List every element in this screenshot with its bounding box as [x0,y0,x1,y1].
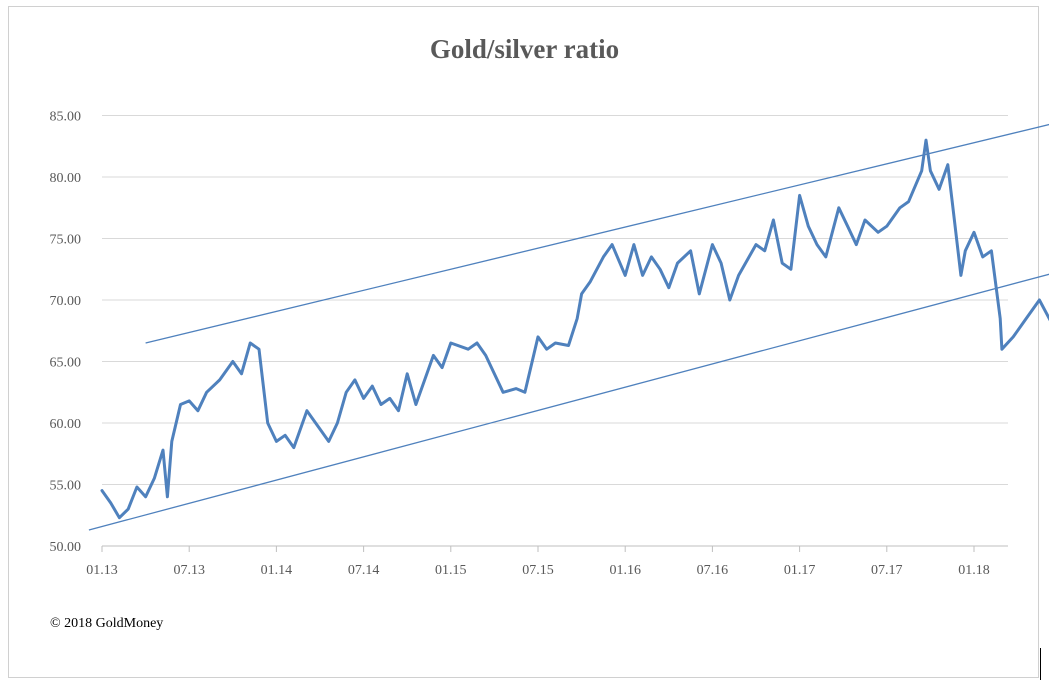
x-tick-label: 07.15 [522,563,554,578]
trend-line-lower [88,273,1049,531]
y-tick-label: 80.00 [50,171,82,186]
trend-channel-lines [88,123,1049,531]
series-line-gold-silver-ratio [100,138,1049,520]
y-tick-label: 75.00 [50,233,82,248]
series-lines [100,138,1049,520]
grid-lines [102,115,1008,485]
x-tick-label: 01.15 [435,563,467,578]
y-tick-label: 50.00 [50,540,82,555]
x-tick-label: 07.17 [871,563,903,578]
y-tick-label: 55.00 [50,479,82,494]
edge-mark [1040,648,1041,680]
x-tick-label: 01.16 [609,563,641,578]
x-tick-label: 01.18 [958,563,990,578]
y-tick-label: 65.00 [50,356,82,371]
y-tick-label: 60.00 [50,417,82,432]
x-tick-label: 01.14 [261,563,293,578]
x-tick-label: 07.16 [697,563,729,578]
y-tick-label: 85.00 [50,110,82,125]
chart-title: Gold/silver ratio [429,34,620,64]
x-axis-tick-labels: 01.13 07.13 01.14 07.14 01.15 07.15 01.16 07.16… [86,563,990,578]
x-tick-label: 01.13 [86,563,118,578]
x-tick-label: 01.17 [784,563,816,578]
y-axis-tick-labels: 50.00 55.00 60.00 65.00 70.00 75.00 80.00 85.00 [50,110,82,556]
x-tick-label: 07.14 [348,563,380,578]
x-axis [101,545,1008,552]
x-tick-label: 07.13 [173,563,205,578]
trend-line-upper [145,123,1049,344]
y-tick-label: 70.00 [50,294,82,309]
chart-frame [8,6,1039,678]
copyright-text: © 2018 GoldMoney [50,616,164,631]
